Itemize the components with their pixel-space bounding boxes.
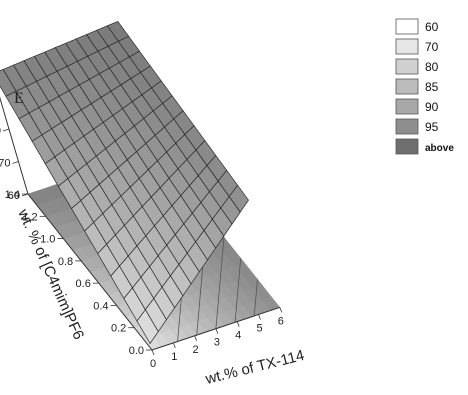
floor-contour-line <box>234 258 242 323</box>
z-tick-mark <box>2 128 10 132</box>
x-tick-label: 4 <box>235 330 241 342</box>
y-tick-label: 1.4 <box>5 189 20 201</box>
surface-cell <box>228 184 249 213</box>
y-tick-label: 1.2 <box>22 211 37 223</box>
x-tick-label: 2 <box>193 344 199 356</box>
legend-swatch <box>395 118 419 135</box>
floor-contour-line <box>215 237 225 329</box>
x-tick-labels: 0 1 2 3 4 5 6 <box>150 307 284 370</box>
legend-label: 60 <box>425 20 439 34</box>
legend-swatch <box>395 18 419 35</box>
y-tick-label: 0.8 <box>58 256 73 268</box>
legend: 60 70 80 85 90 95 above <box>395 18 454 155</box>
legend-label: 90 <box>425 100 439 114</box>
x-tick-mark <box>194 335 197 341</box>
legend-swatch <box>395 58 419 75</box>
legend-label: 95 <box>425 120 439 134</box>
y-tick-label: 0.2 <box>111 323 126 335</box>
y-tick-label: 1.0 <box>40 234 55 246</box>
legend-swatch <box>395 138 419 155</box>
x-tick-mark <box>215 328 219 334</box>
response-surface <box>0 20 249 345</box>
x-tick-mark <box>172 342 176 349</box>
y-tick-label: 0.4 <box>93 300 108 312</box>
x-tick-mark <box>151 349 155 356</box>
floor-contour-line <box>253 279 258 316</box>
x-tick-label: 5 <box>256 323 262 335</box>
x-tick-label: 0 <box>150 358 156 370</box>
x-tick-label: 3 <box>214 337 220 349</box>
y-tick-label: 0.6 <box>76 278 91 290</box>
legend-swatch <box>395 78 419 95</box>
x-tick-mark <box>279 307 283 313</box>
z-tick-labels: 60708090100 <box>0 125 29 202</box>
z-tick-mark <box>12 161 19 164</box>
y-tick-label: 0.0 <box>129 345 144 357</box>
legend-label: 70 <box>425 40 439 54</box>
x-tick-mark <box>236 321 240 327</box>
legend-swatch <box>395 98 419 115</box>
z-axis-label: E <box>14 90 24 107</box>
legend-label: above <box>425 143 454 154</box>
x-tick-mark <box>258 314 261 320</box>
x-tick-label: 1 <box>171 351 177 363</box>
legend-label: 80 <box>425 60 439 74</box>
y-tick-labels: 0.00.20.40.60.81.01.21.4 <box>5 189 152 357</box>
z-tick-mark <box>21 193 29 197</box>
z-tick-label: 80 <box>0 125 1 137</box>
legend-swatch <box>395 38 419 55</box>
x-tick-label: 6 <box>278 315 284 327</box>
x-axis-label: wt.% of TX-114 <box>203 347 306 388</box>
legend-label: 85 <box>425 80 439 94</box>
z-tick-label: 70 <box>0 158 10 170</box>
y-axis-line <box>27 193 153 351</box>
z-tick-label: 60 <box>8 190 20 202</box>
